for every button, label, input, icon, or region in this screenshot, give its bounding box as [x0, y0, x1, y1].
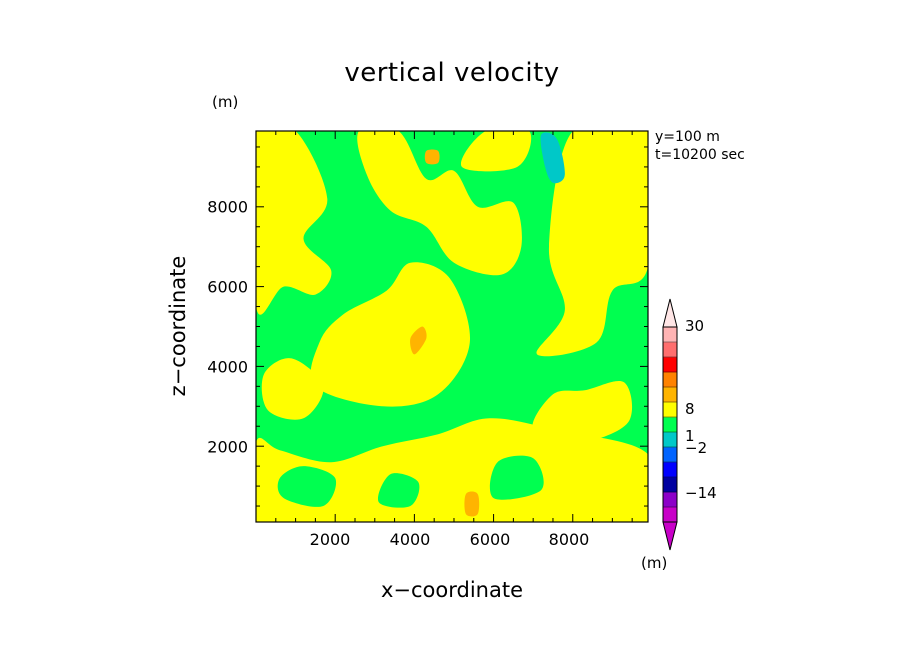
colorbar-cell: [663, 402, 677, 418]
colorbar-cell: [663, 477, 677, 493]
contour-region: [424, 149, 440, 165]
y-position-annotation: y=100 m: [655, 129, 720, 145]
colorbar-bottom-arrow: [662, 521, 678, 551]
x-tick-label: 6000: [469, 530, 511, 549]
colorbar-unit: (m): [641, 554, 668, 572]
colorbar-cell: [663, 387, 677, 403]
contour-region: [310, 262, 471, 407]
colorbar-label: 30: [685, 317, 705, 335]
x-tick-label: 4000: [389, 530, 431, 549]
colorbar-cell: [663, 462, 677, 478]
contour-region: [277, 466, 337, 507]
colorbar-cell: [663, 492, 677, 508]
x-tick-label: 8000: [548, 530, 590, 549]
contour-region: [261, 358, 324, 420]
y-tick-label: 6000: [207, 277, 248, 297]
x-axis-label: x−coordinate: [380, 578, 524, 602]
contour-region: [357, 131, 522, 276]
contour-region: [536, 131, 648, 357]
colorbar-cell: [663, 342, 677, 358]
contour-region: [532, 380, 633, 443]
contour-field: [256, 131, 648, 522]
colorbar-cell: [663, 432, 677, 448]
chart-title: vertical velocity: [344, 58, 560, 88]
contour-region: [540, 132, 565, 184]
colorbar-cell: [663, 357, 677, 373]
colorbar-cell: [663, 447, 677, 463]
colorbar-cell: [663, 507, 677, 523]
y-tick-label: 8000: [207, 197, 248, 217]
colorbar-label: −2: [685, 439, 708, 457]
contour-region: [489, 455, 544, 500]
colorbar-label: 1: [685, 427, 695, 445]
time-annotation: t=10200 sec: [655, 147, 745, 163]
contour-region: [256, 131, 332, 315]
contour-region: [377, 473, 420, 508]
y-unit-label: (m): [212, 93, 239, 111]
colorbar-label: −14: [685, 484, 717, 502]
axis-ticks: [256, 131, 648, 522]
colorbar-label: 8: [685, 400, 695, 418]
contour-region: [464, 491, 480, 517]
y-axis-label: z−coordinate: [166, 255, 190, 397]
y-tick-label: 2000: [207, 437, 248, 457]
colorbar-cell: [663, 327, 677, 343]
colorbar-frame: [662, 326, 678, 523]
contour-region: [256, 418, 648, 522]
x-tick-label: 2000: [309, 530, 351, 549]
contour-region: [410, 326, 427, 355]
colorbar: [662, 298, 678, 551]
contour-region: [460, 131, 532, 172]
y-tick-label: 4000: [207, 357, 248, 377]
colorbar-cell: [663, 417, 677, 433]
colorbar-cell: [663, 372, 677, 388]
colorbar-top-arrow: [662, 298, 678, 328]
